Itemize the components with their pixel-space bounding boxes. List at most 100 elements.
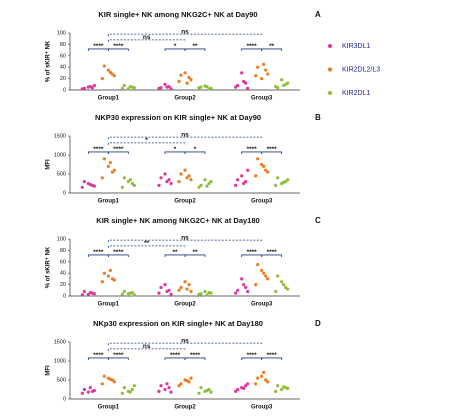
- data-point: [108, 377, 112, 381]
- data-point: [132, 183, 136, 187]
- significance-label: **: [192, 249, 198, 256]
- data-point: [112, 74, 116, 78]
- data-point: [240, 71, 244, 75]
- y-tick-label: 80: [60, 42, 66, 48]
- legend-marker: [328, 67, 332, 72]
- panel-title: NKP30 expression on KIR single+ NK at Da…: [95, 113, 261, 122]
- data-point: [159, 176, 163, 180]
- legend-label: KIR2DL1: [342, 90, 371, 97]
- data-point: [199, 292, 203, 296]
- data-point: [266, 72, 270, 76]
- significance-label: ****: [190, 352, 201, 359]
- data-point: [244, 384, 248, 388]
- data-point: [120, 86, 124, 90]
- significance-label: *: [194, 146, 197, 153]
- data-point: [282, 180, 286, 184]
- data-point: [157, 291, 161, 295]
- panel: NKP30 expression on KIR single+ NK at Da…: [46, 113, 321, 205]
- data-point: [205, 293, 209, 297]
- data-point: [282, 283, 286, 287]
- data-point: [108, 268, 112, 272]
- data-point: [280, 387, 284, 392]
- data-point: [205, 184, 209, 188]
- data-point: [264, 274, 268, 278]
- data-point: [92, 389, 96, 393]
- significance-bracket: [107, 33, 263, 37]
- significance-label: ****: [267, 352, 278, 359]
- data-point: [203, 178, 207, 182]
- significance-label: ****: [247, 146, 258, 153]
- significance-bracket: [107, 245, 186, 248]
- significance-label: ns: [143, 343, 151, 350]
- data-point: [286, 386, 290, 390]
- panel-title: KIR single+ NK among NKG2C+ NK at Day180: [96, 216, 259, 225]
- y-tick-label: 80: [60, 248, 66, 254]
- data-point: [157, 183, 161, 187]
- data-point: [262, 271, 266, 275]
- data-point: [167, 178, 171, 182]
- significance-bracket: [261, 48, 283, 51]
- data-point: [236, 83, 240, 88]
- data-point: [100, 280, 104, 284]
- data-point: [187, 75, 191, 80]
- significance-bracket: [107, 136, 263, 140]
- y-axis-label: MFI: [46, 365, 52, 376]
- legend-label: KIR3DL1: [342, 43, 371, 50]
- data-point: [169, 292, 173, 296]
- data-point: [183, 168, 187, 172]
- significance-bracket: [107, 342, 263, 346]
- data-point: [260, 374, 264, 378]
- significance-bracket: [107, 151, 129, 154]
- data-point: [286, 287, 290, 291]
- data-point: [189, 178, 193, 182]
- data-point: [256, 65, 260, 69]
- data-point: [266, 170, 270, 174]
- data-point: [274, 183, 278, 187]
- significance-label: ****: [247, 249, 258, 256]
- data-point: [106, 164, 110, 168]
- data-point: [276, 274, 280, 278]
- x-tick-label: Group3: [251, 199, 273, 205]
- data-point: [120, 391, 124, 395]
- data-point: [197, 391, 201, 395]
- data-point: [234, 183, 238, 187]
- legend-label: KIR2DL2/L3: [342, 66, 380, 73]
- data-point: [183, 280, 187, 284]
- data-point: [82, 86, 86, 90]
- data-point: [128, 84, 132, 89]
- data-point: [122, 83, 126, 88]
- significance-bracket: [261, 254, 283, 257]
- y-tick-label: 100: [57, 30, 66, 36]
- data-point: [189, 376, 193, 380]
- significance-label: ns: [181, 131, 189, 138]
- significance-label: ns: [143, 34, 151, 41]
- data-point: [126, 87, 130, 91]
- data-point: [205, 389, 209, 393]
- data-point: [262, 62, 266, 66]
- data-point: [128, 178, 132, 182]
- panel-letter: D: [315, 319, 321, 328]
- data-point: [163, 82, 167, 86]
- data-point: [234, 291, 238, 295]
- data-point: [246, 382, 250, 386]
- y-tick-label: 0: [63, 293, 66, 299]
- data-point: [122, 386, 126, 390]
- y-tick-label: 0: [63, 396, 66, 402]
- y-tick-label: 60: [60, 259, 66, 265]
- data-point: [165, 85, 169, 89]
- legend-marker: [328, 44, 332, 48]
- data-point: [256, 157, 260, 161]
- significance-label: ****: [113, 249, 124, 256]
- significance-label: ****: [247, 352, 258, 359]
- significance-label: ****: [93, 249, 104, 256]
- y-tick-label: 500: [57, 171, 66, 177]
- data-point: [260, 77, 264, 81]
- data-point: [207, 181, 211, 186]
- y-tick-label: 0: [63, 87, 66, 93]
- data-point: [163, 172, 167, 176]
- significance-label: ****: [113, 146, 124, 153]
- data-point: [130, 387, 134, 392]
- panel-title: KIR single+ NK among NKG2C+ NK at Day90: [98, 10, 257, 19]
- legend-marker: [328, 91, 332, 95]
- data-point: [80, 185, 84, 189]
